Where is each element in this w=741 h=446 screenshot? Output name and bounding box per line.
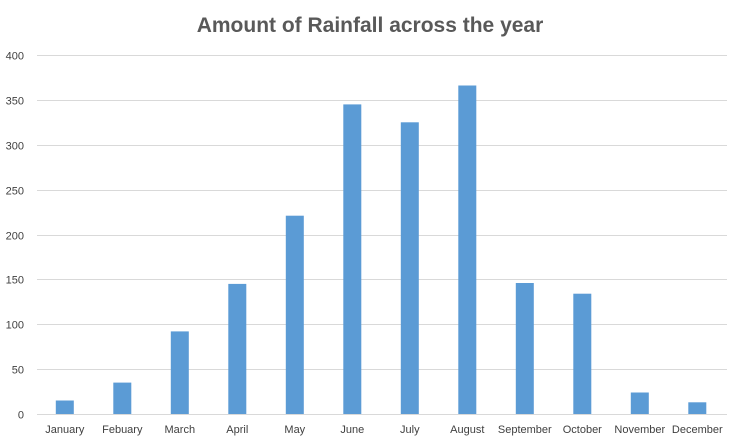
x-tick-label: November <box>614 424 665 436</box>
y-tick-label: 150 <box>6 275 24 287</box>
bar-april <box>228 283 247 414</box>
y-tick-label: 100 <box>6 320 24 332</box>
x-tick-label: Febuary <box>102 424 143 436</box>
y-tick-label: 0 <box>18 410 24 422</box>
x-tick-label: May <box>284 424 305 436</box>
x-axis-ticks: January Febuary March April May June July Augus… <box>45 424 723 436</box>
bar-july <box>400 122 419 415</box>
chart-title: Amount of Rainfall across the year <box>197 14 544 37</box>
x-tick-label: January <box>45 424 85 436</box>
x-tick-label: June <box>340 424 364 436</box>
y-tick-label: 200 <box>6 231 24 243</box>
x-tick-label: April <box>226 424 248 436</box>
gridlines <box>37 55 727 415</box>
y-tick-label: 250 <box>6 186 24 198</box>
bar-november <box>630 392 649 414</box>
y-tick-label: 50 <box>12 365 24 377</box>
x-tick-label: March <box>165 424 196 436</box>
bar-september <box>515 283 534 414</box>
y-tick-label: 350 <box>6 96 24 108</box>
bar-march <box>170 331 189 414</box>
x-tick-label: August <box>450 424 484 436</box>
bar-june <box>343 104 362 415</box>
bar-october <box>573 293 592 414</box>
y-tick-label: 300 <box>6 141 24 153</box>
x-tick-label: September <box>498 424 552 436</box>
bar-may <box>285 215 304 414</box>
bars <box>55 85 707 415</box>
x-tick-label: October <box>563 424 602 436</box>
bar-febuary <box>113 382 132 414</box>
y-tick-label: 400 <box>6 51 24 63</box>
y-axis-ticks: 0 50 100 150 200 250 300 350 400 <box>6 51 24 422</box>
x-tick-label: December <box>672 424 723 436</box>
x-tick-label: July <box>400 424 420 436</box>
bar-january <box>55 400 74 414</box>
bar-august <box>458 85 477 414</box>
bar-december <box>688 402 707 414</box>
